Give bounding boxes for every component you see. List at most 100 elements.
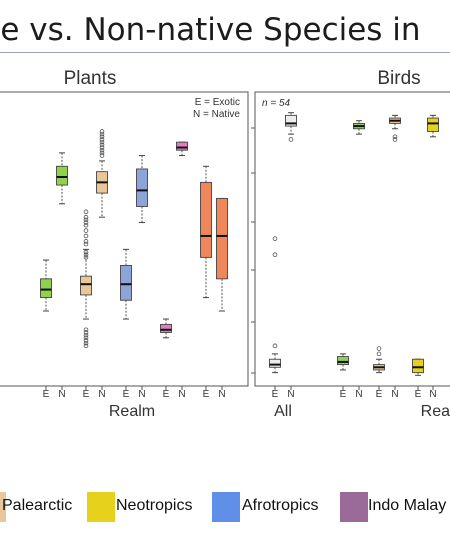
box-n-neotropics [427,114,439,138]
legend-label: Afrotropics [242,497,319,514]
box-n-all [285,112,297,142]
x-tick-label: E [272,389,279,400]
outlier-point [83,338,89,343]
box-iqr [40,278,52,299]
box-n-green [353,120,365,135]
x-tick-label: N [98,389,105,400]
outlier-point [376,346,382,351]
box-n-green [56,152,68,205]
legend-label: Indo Malay [368,497,447,514]
outlier-point [99,150,105,156]
outlier-point [99,139,105,145]
x-axis-label: Realm [109,403,155,420]
x-tick-label: E [376,389,383,400]
panel-annotation: n = 54 [262,98,291,109]
outlier-point [392,137,398,142]
box-iqr [216,197,228,280]
x-tick-label: N [178,389,185,400]
legend-swatch [212,492,240,522]
outlier-point [99,131,105,137]
outlier-point [288,137,294,142]
box-e-all [269,236,281,374]
outlier-point [83,332,89,338]
x-tick-label: N [391,389,398,400]
outlier-point [83,343,89,349]
box-n-palearctic [96,129,108,218]
outlier-point [83,222,89,228]
outlier-point [272,252,278,258]
outlier-point [99,134,105,140]
box-iqr [136,168,148,207]
plot-frame [0,91,249,387]
x-tick-label: E [340,389,347,400]
legend-swatch [87,492,115,522]
panel-title: Birds [377,68,420,89]
outlier-point [83,249,89,255]
outlier-point [83,340,89,346]
box-iqr [56,165,68,186]
box-iqr [412,358,424,374]
legend-swatch [0,492,6,522]
x-tick-label: E [415,389,422,400]
box-n-palearctic [389,114,401,142]
outlier-point [272,343,278,349]
box-iqr [269,358,281,368]
slide-title: ve vs. Non-native Species in [0,12,450,56]
x-tick-label: E [83,389,90,400]
box-iqr [285,114,297,127]
slide-title-text: ve vs. Non-native Species in [0,12,421,48]
box-e-neotropics [412,358,424,376]
group-label-all: All [274,403,292,420]
outlier-point [376,351,382,357]
box-iqr [427,117,439,132]
outlier-point [83,335,89,341]
x-tick-label: E [203,389,210,400]
x-tick-label: N [429,389,436,400]
box-e-green [40,259,52,312]
outlier-point [83,214,89,220]
title-divider [0,52,450,53]
outlier-point [83,241,89,247]
box-iqr [200,181,212,258]
legend-label: Neotropics [116,497,193,514]
x-tick-label: N [218,389,225,400]
box-iqr [120,264,132,301]
outlier-point [99,142,105,148]
legend-swatch [340,492,368,522]
outlier-point [83,327,89,333]
box-e-green [337,353,349,371]
outlier-point [83,239,89,244]
box-iqr [176,141,188,151]
panel-annotation: N = Native [193,109,240,120]
box-e-palearctic [80,209,92,349]
x-tick-label: N [138,389,145,400]
outlier-point [272,236,278,241]
outlier-point [83,233,89,239]
box-n-blue_box [136,155,148,224]
x-tick-label: E [123,389,130,400]
panel-title: Plants [64,68,117,89]
box-e-pink [160,318,172,339]
outlier-point [83,330,89,335]
x-tick-label: E [43,389,50,400]
x-tick-label: N [355,389,362,400]
outlier-point [99,153,105,158]
outlier-point [83,255,89,260]
outlier-point [83,217,89,223]
box-iqr [80,275,92,296]
outlier-point [83,209,89,215]
box-n-pink [176,141,188,157]
panel-annotation: E = Exotic [195,97,240,108]
box-e-palearctic [373,346,385,374]
box-n-orange [216,197,228,312]
box-iqr [337,356,349,366]
x-tick-label: N [58,389,65,400]
outlier-point [99,129,105,134]
plot-frame [254,91,450,387]
x-tick-label: N [287,389,294,400]
outlier-point [99,147,105,153]
outlier-point [83,228,89,233]
